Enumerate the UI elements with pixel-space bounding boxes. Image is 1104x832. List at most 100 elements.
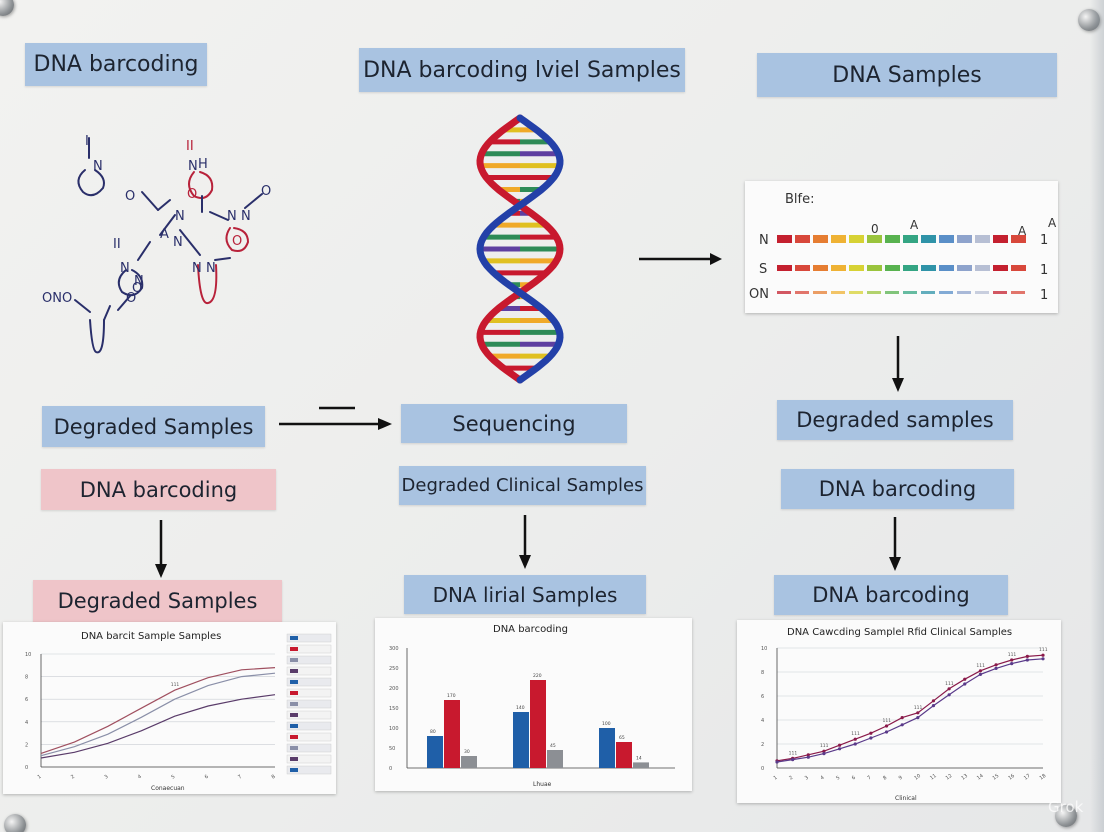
atom-label: ONO [42,291,72,306]
data-point [994,663,998,667]
atom-label: II [186,139,194,154]
y-tick-label: 8 [761,670,764,676]
bond [209,211,229,221]
y-tick-label: 100 [389,726,399,732]
legend-entry [286,743,332,753]
barcode-band [939,235,954,243]
barcode-band [903,265,918,271]
ring [77,169,105,197]
x-tick-label: 15 [992,773,1001,782]
data-label: 45 [550,743,556,749]
right-edge-shadow [1090,0,1104,832]
box-top-left: DNA barcoding [25,43,207,86]
data-label: 111 [976,663,985,669]
data-point [853,742,857,746]
box-row4-right: DNA barcoding [774,575,1008,615]
data-point [837,743,842,747]
watermark: Grok [1048,798,1084,816]
y-tick-label: 0 [25,765,28,771]
data-point [1041,657,1045,661]
legend-swatch [290,647,298,651]
row-value: 1 [1040,233,1048,248]
barcode-band [795,291,809,294]
data-label: 170 [447,693,456,699]
data-point [978,672,983,676]
atom-label: O [132,281,142,296]
barcode-band [795,235,810,243]
barcode-band [921,265,936,271]
x-tick-label: 2 [788,775,794,782]
ring [117,269,144,297]
legend-swatch [290,713,298,717]
x-tick-label: 12 [945,773,954,782]
y-tick-label: 150 [389,706,399,712]
loop [89,319,105,354]
row-value: 1 [1040,288,1048,303]
atom-label: O [125,189,135,204]
atom-label: I [85,134,89,149]
x-tick-label: 6 [851,775,857,782]
data-point [931,699,936,703]
legend-swatch [290,636,298,640]
data-label: 30 [464,749,470,755]
data-point [963,682,967,686]
legend-swatch [290,680,298,684]
chart-title: DNA barcoding [493,624,568,635]
peak-label: A [910,218,919,232]
series-line [40,667,276,754]
atom-label: N [192,261,202,276]
legend-entry [286,721,332,731]
barcode-band [957,235,972,243]
data-point [822,749,826,753]
box-row3-center: Degraded Clinical Samples [399,466,646,505]
data-label: 111 [1039,647,1048,653]
atom-label: N [134,274,144,289]
chart-card-center: DNA barcoding Lhuae 300 250 200 150 100 50 0 80… [375,618,692,791]
barcode-band [777,265,792,271]
x-tick-label: 4 [820,775,826,782]
barcode-band [993,265,1008,271]
barcode-band [831,291,845,294]
legend-swatch [290,768,298,772]
bond [179,229,201,256]
series-line [40,672,276,757]
chart-card-right: DNA Cawcding Samplel Rfid Clinical Sampl… [737,620,1061,803]
atom-label: O [232,234,242,249]
atom-label: O [187,187,197,202]
barcode-band [903,291,917,294]
box-top-center: DNA barcoding lviel Samples [359,48,685,92]
atom-label: O [261,184,271,199]
data-point [1010,658,1014,662]
data-point [822,752,826,756]
bond [137,241,151,261]
x-tick-label: 18 [1039,773,1048,782]
data-point [978,669,983,673]
barcode-band [777,291,791,294]
data-point [994,666,998,670]
ring [188,171,214,199]
legend-swatch [290,691,298,695]
barcode-band [885,235,900,243]
box-row4-center: DNA lirial Samples [404,575,646,614]
y-tick-label: 300 [389,646,399,652]
bond [117,295,131,311]
barcode-band [813,235,828,243]
pin-bottom-left [4,814,26,832]
x-tick-label: 2 [70,774,76,781]
bar [616,742,632,768]
data-label: 111 [914,705,923,711]
atom-label: O [126,291,136,306]
bar [599,728,615,768]
x-tick-label: 5 [170,774,176,781]
data-label: 111 [883,718,892,724]
legend-swatch [290,735,298,739]
legend-swatch [290,746,298,750]
series-line [776,654,1044,762]
barcode-band [831,265,846,271]
data-point [963,677,967,681]
y-tick-label: 6 [25,697,28,703]
bar [513,712,529,768]
data-point [916,716,920,720]
barcode-band [795,265,810,271]
legend-entry [286,765,332,775]
